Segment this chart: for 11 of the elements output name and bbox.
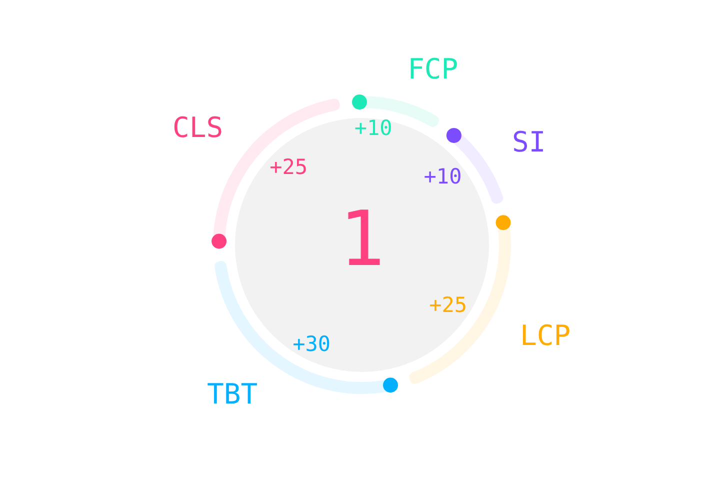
data-label: +10: [424, 164, 462, 188]
data-label: +30: [292, 332, 331, 356]
slice-label: TBT: [207, 378, 258, 411]
legend-label: SI: [512, 125, 546, 158]
data-label: +25: [429, 293, 468, 318]
data-label: +10: [354, 116, 392, 140]
slice-label: FCP: [408, 52, 458, 86]
slice-label: CLS: [172, 110, 224, 144]
data-label: +25: [270, 154, 308, 179]
text: 1: [339, 194, 385, 283]
slice-label: LCP: [520, 318, 571, 352]
